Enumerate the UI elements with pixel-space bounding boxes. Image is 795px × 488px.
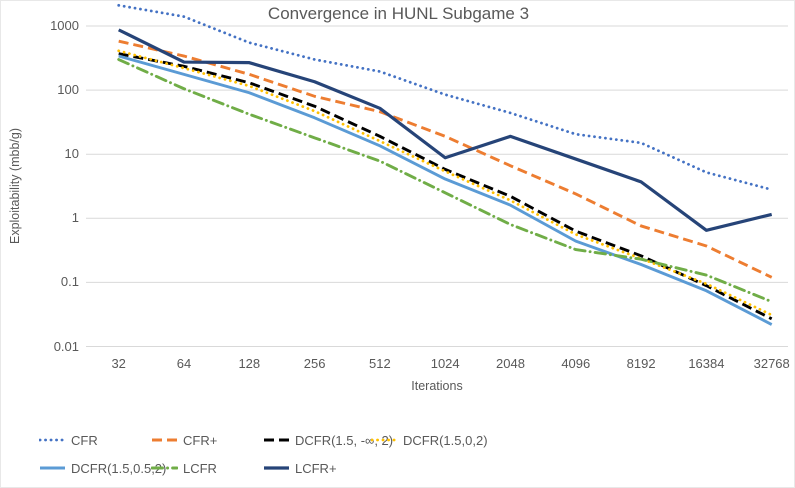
legend-item-cfr: CFR [39, 431, 98, 449]
y-tick-label: 1 [71, 210, 79, 226]
legend-item-dcfr-1-5-2: DCFR(1.5, -∞, 2) [263, 431, 393, 449]
legend-item-dcfr-1-5-0-5-2: DCFR(1.5,0.5,2) [39, 459, 166, 477]
series-line-lcfr [117, 28, 773, 232]
x-tick-label: 128 [238, 356, 261, 371]
legend-label: DCFR(1.5, -∞, 2) [295, 432, 394, 448]
legend-label: LCFR+ [295, 460, 337, 476]
legend-item-lcfr: LCFR+ [263, 459, 337, 477]
series-line-lcfr [117, 58, 774, 304]
y-tick-label: 10 [64, 146, 79, 162]
legend-line-sample-icon [39, 438, 66, 442]
chart-title: Convergence in HUNL Subgame 3 [267, 4, 530, 23]
legend-label: DCFR(1.5,0.5,2) [71, 460, 167, 476]
legend-line-sample-icon [371, 438, 398, 442]
y-tick-label: 0.1 [60, 274, 79, 290]
series-line-cfr [118, 39, 773, 279]
legend-label: DCFR(1.5,0,2) [403, 432, 488, 448]
y-tick-label: 100 [57, 82, 79, 98]
legend-line-sample-icon [264, 438, 289, 442]
x-axis-title: Iterations [411, 379, 463, 393]
plot-svg [86, 3, 788, 347]
legend-item-lcfr: LCFR [151, 459, 217, 477]
x-tick-label: 256 [303, 356, 326, 371]
legend-line-sample-icon [152, 438, 177, 442]
legend-line-sample-icon [264, 466, 289, 470]
legend-label: LCFR [183, 460, 217, 476]
series-line-dcfr-1-5-0-2 [117, 49, 774, 317]
legend-item-cfr: CFR+ [151, 431, 217, 449]
legend-label: CFR [71, 432, 98, 448]
series-line-cfr [117, 3, 774, 192]
x-tick-label: 1024 [430, 356, 460, 371]
x-tick-label: 512 [369, 356, 391, 371]
legend-item-dcfr-1-5-0-2: DCFR(1.5,0,2) [371, 431, 488, 449]
x-tick-label: 2048 [496, 356, 525, 371]
x-tick-label: 16384 [688, 356, 725, 371]
series-line-dcfr-1-5-0-5-2 [118, 54, 773, 326]
x-tick-label: 8192 [626, 356, 656, 371]
y-tick-label: 1000 [50, 18, 79, 33]
x-tick-label: 32768 [753, 356, 790, 371]
legend-line-sample-icon [151, 466, 178, 470]
y-tick-label: 0.01 [53, 338, 79, 354]
legend-label: CFR+ [183, 432, 218, 448]
x-tick-label: 32 [111, 356, 126, 371]
x-tick-label: 4096 [561, 356, 591, 371]
legend-line-sample-icon [40, 466, 65, 470]
x-tick-label: 64 [176, 356, 192, 371]
